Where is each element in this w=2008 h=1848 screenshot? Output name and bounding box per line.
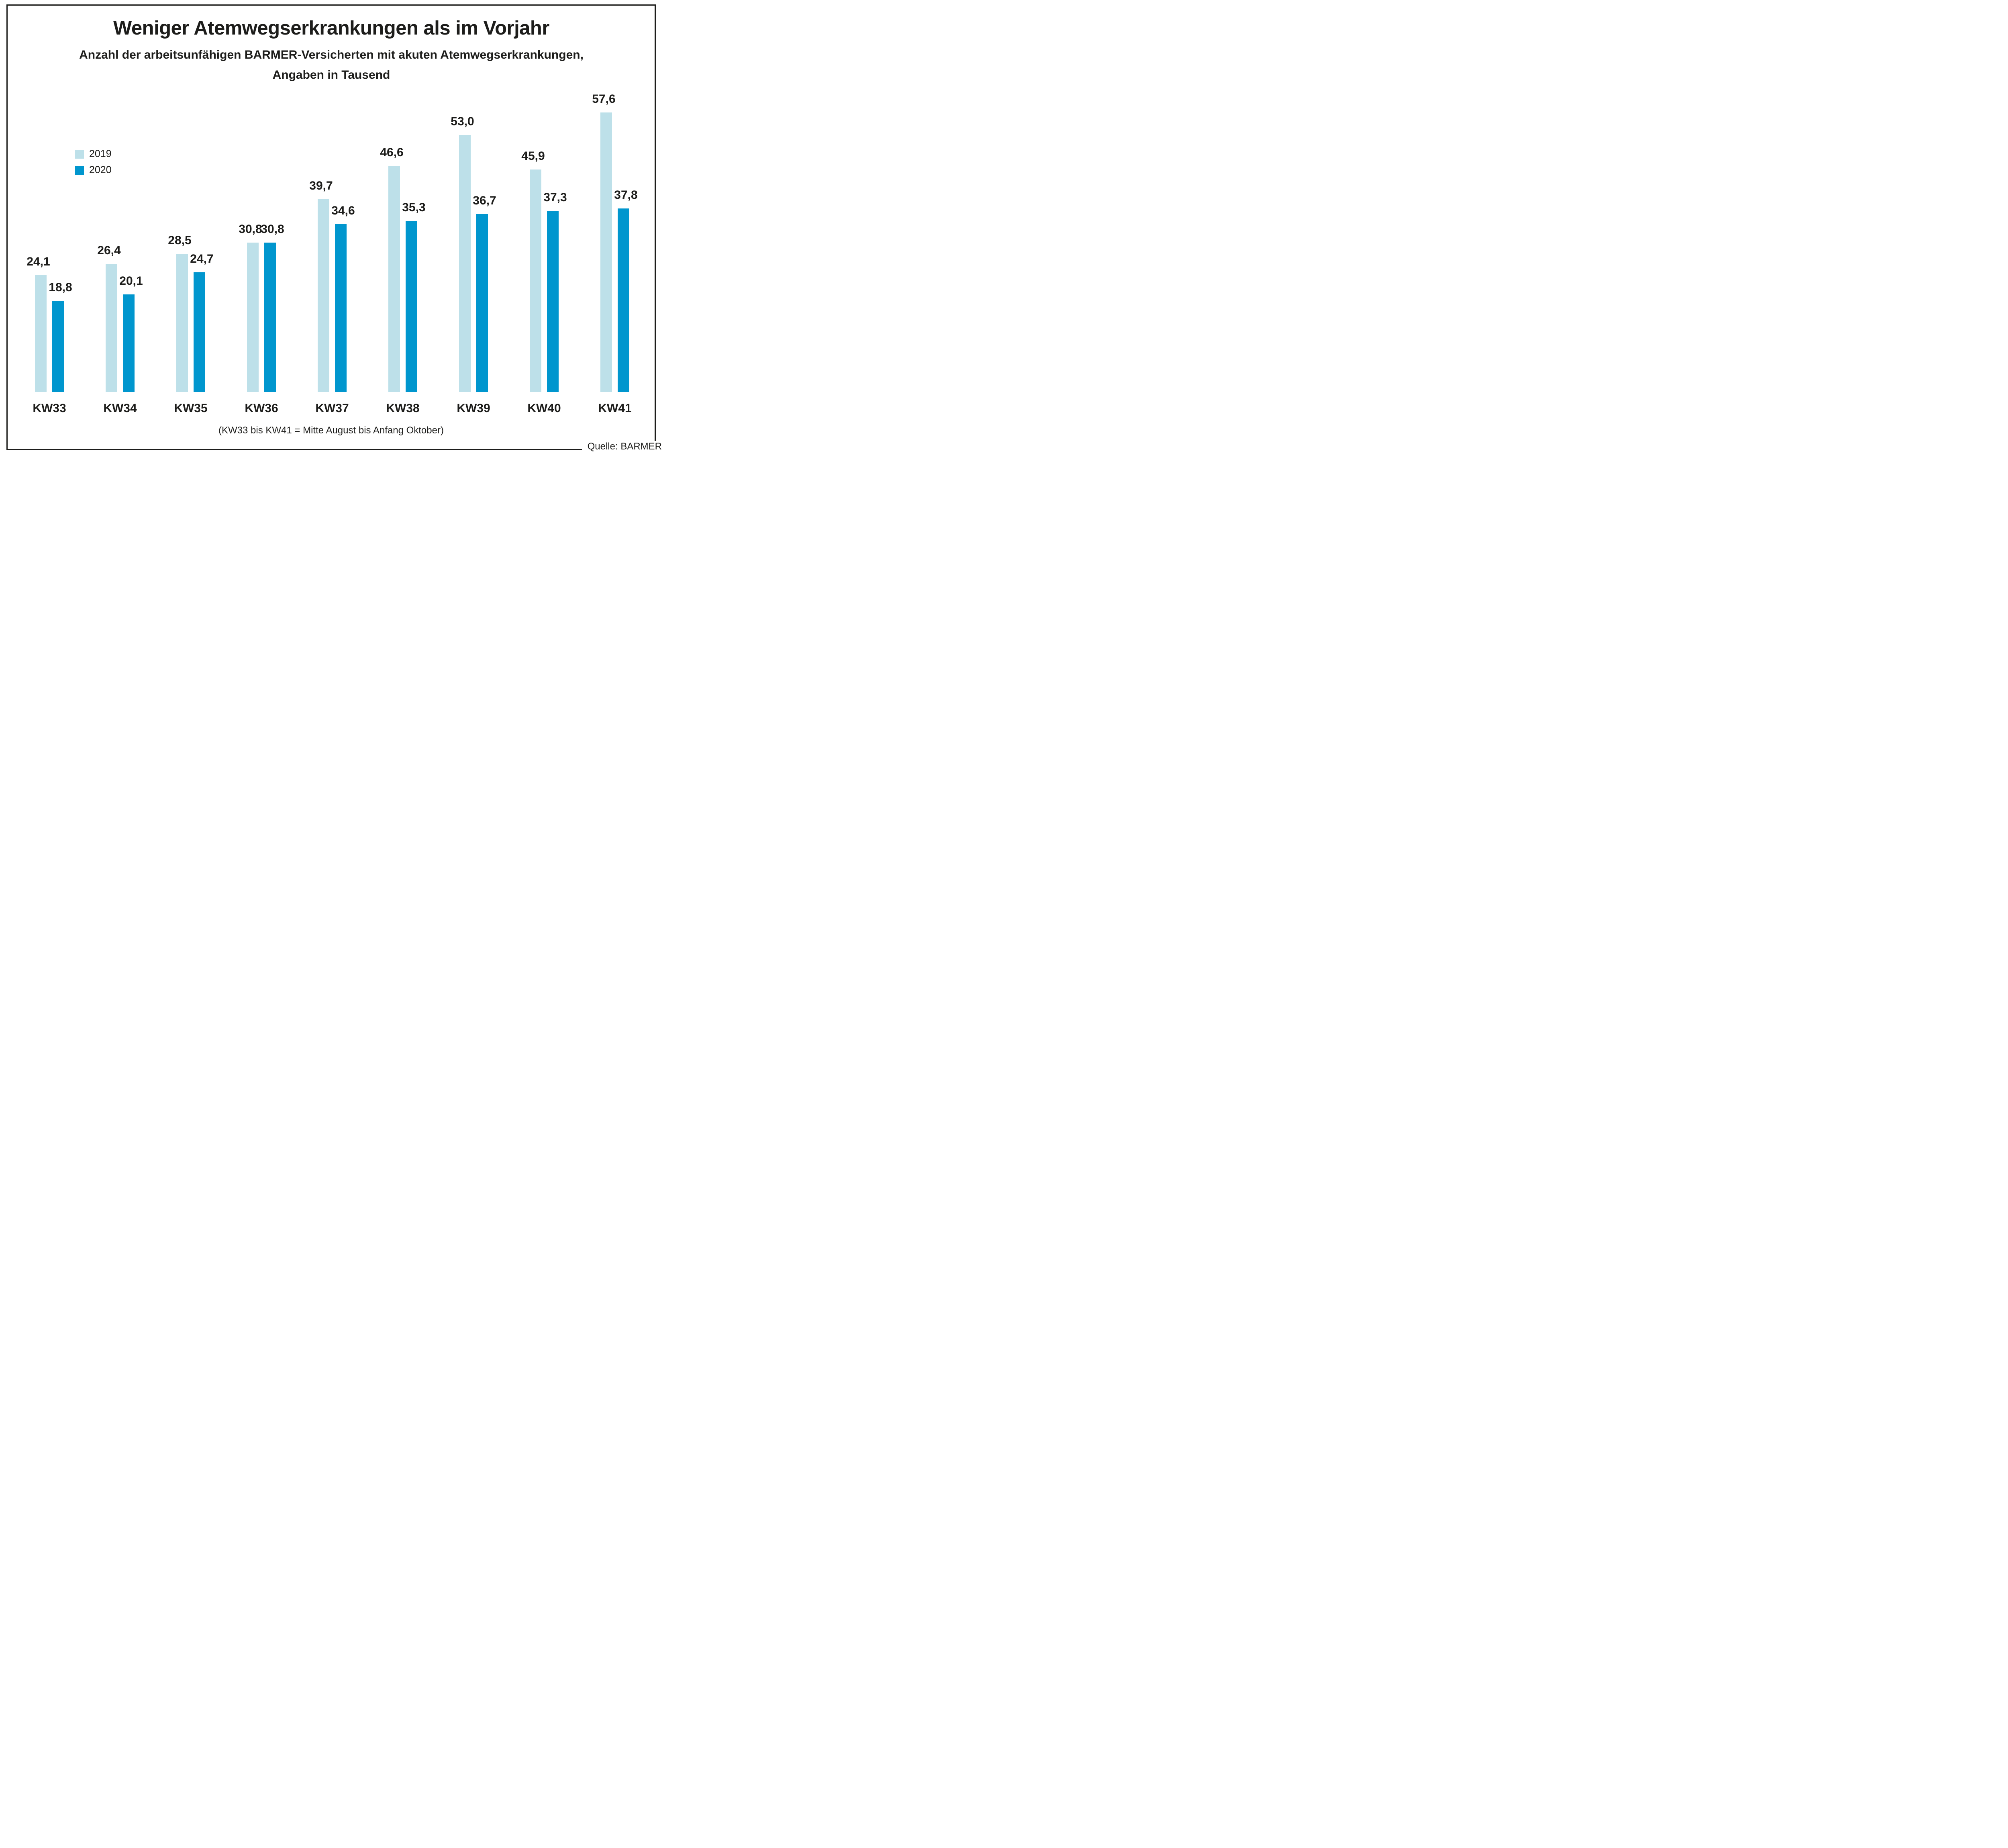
chart-title: Weniger Atemwegserkrankungen als im Vorj… xyxy=(113,17,549,39)
value-label-2020-kw33: 18,8 xyxy=(49,281,72,294)
bar-2020-kw38 xyxy=(406,221,417,392)
bar-2019-kw39 xyxy=(459,135,471,392)
x-axis-label-kw34: KW34 xyxy=(103,402,137,415)
chart-subtitle-line2: Angaben in Tausend xyxy=(272,68,390,82)
value-label-2020-kw35: 24,7 xyxy=(190,252,214,265)
x-axis-label-kw36: KW36 xyxy=(245,402,278,415)
value-label-2020-kw38: 35,3 xyxy=(402,201,426,214)
value-label-2019-kw36: 30,8 xyxy=(239,223,262,236)
bar-2019-kw37 xyxy=(318,199,329,392)
x-axis-label-kw35: KW35 xyxy=(174,402,208,415)
value-label-2020-kw36: 30,8 xyxy=(261,223,284,236)
value-label-2020-kw39: 36,7 xyxy=(473,194,496,207)
legend-swatch-2020 xyxy=(75,165,84,175)
legend-label-2020: 2020 xyxy=(89,164,112,176)
chart-frame xyxy=(6,4,656,450)
bar-2020-kw37 xyxy=(335,224,347,392)
bar-2019-kw34 xyxy=(106,264,117,392)
x-axis-label-kw40: KW40 xyxy=(527,402,561,415)
source-label: Quelle: BARMER xyxy=(582,441,662,455)
value-label-2020-kw40: 37,3 xyxy=(543,191,567,204)
legend-swatch-2019 xyxy=(75,149,84,159)
bar-2019-kw33 xyxy=(35,275,47,392)
legend-label-2019: 2019 xyxy=(89,148,112,159)
plot-area: 24,1 18,8 KW33 26,4 20,1 KW34 28,5 24,7 KW35 30,8… xyxy=(0,0,663,462)
x-axis-label-kw41: KW41 xyxy=(598,402,632,415)
value-label-2020-kw37: 34,6 xyxy=(331,204,355,217)
x-axis-label-kw38: KW38 xyxy=(386,402,420,415)
x-axis-label-kw33: KW33 xyxy=(33,402,66,415)
value-label-2019-kw39: 53,0 xyxy=(451,115,474,128)
bar-2020-kw36 xyxy=(264,243,276,392)
value-label-2020-kw41: 37,8 xyxy=(614,188,638,202)
chart-subtitle-line1: Anzahl der arbeitsunfähigen BARMER-Versi… xyxy=(79,48,584,61)
value-label-2019-kw34: 26,4 xyxy=(97,244,121,257)
chart-subtitle: Anzahl der arbeitsunfähigen BARMER-Versi… xyxy=(0,45,663,85)
value-label-2019-kw38: 46,6 xyxy=(380,146,404,159)
value-label-2020-kw34: 20,1 xyxy=(119,274,143,288)
bar-2020-kw41 xyxy=(618,208,629,392)
bar-2019-kw40 xyxy=(530,169,541,392)
chart-legend: 2019 2020 xyxy=(75,148,112,182)
chart-canvas: Weniger Atemwegserkrankungen als im Vorj… xyxy=(0,0,663,462)
bar-2020-kw34 xyxy=(123,294,135,392)
value-label-2019-kw33: 24,1 xyxy=(27,255,50,268)
bar-2019-kw38 xyxy=(388,166,400,392)
legend-item-2020: 2020 xyxy=(75,164,112,176)
bar-2020-kw40 xyxy=(547,211,559,392)
bar-2019-kw36 xyxy=(247,243,259,392)
legend-item-2019: 2019 xyxy=(75,148,112,159)
value-label-2019-kw41: 57,6 xyxy=(592,92,616,106)
bar-2019-kw35 xyxy=(176,254,188,392)
x-axis-label-kw37: KW37 xyxy=(315,402,349,415)
bar-2020-kw39 xyxy=(476,214,488,392)
value-label-2019-kw37: 39,7 xyxy=(309,179,333,192)
bar-2020-kw33 xyxy=(52,301,64,392)
bar-2020-kw35 xyxy=(194,272,205,392)
bar-2019-kw41 xyxy=(600,112,612,392)
x-axis-label-kw39: KW39 xyxy=(457,402,490,415)
chart-footnote: (KW33 bis KW41 = Mitte August bis Anfang… xyxy=(218,425,444,436)
value-label-2019-kw35: 28,5 xyxy=(168,234,192,247)
value-label-2019-kw40: 45,9 xyxy=(521,149,545,163)
